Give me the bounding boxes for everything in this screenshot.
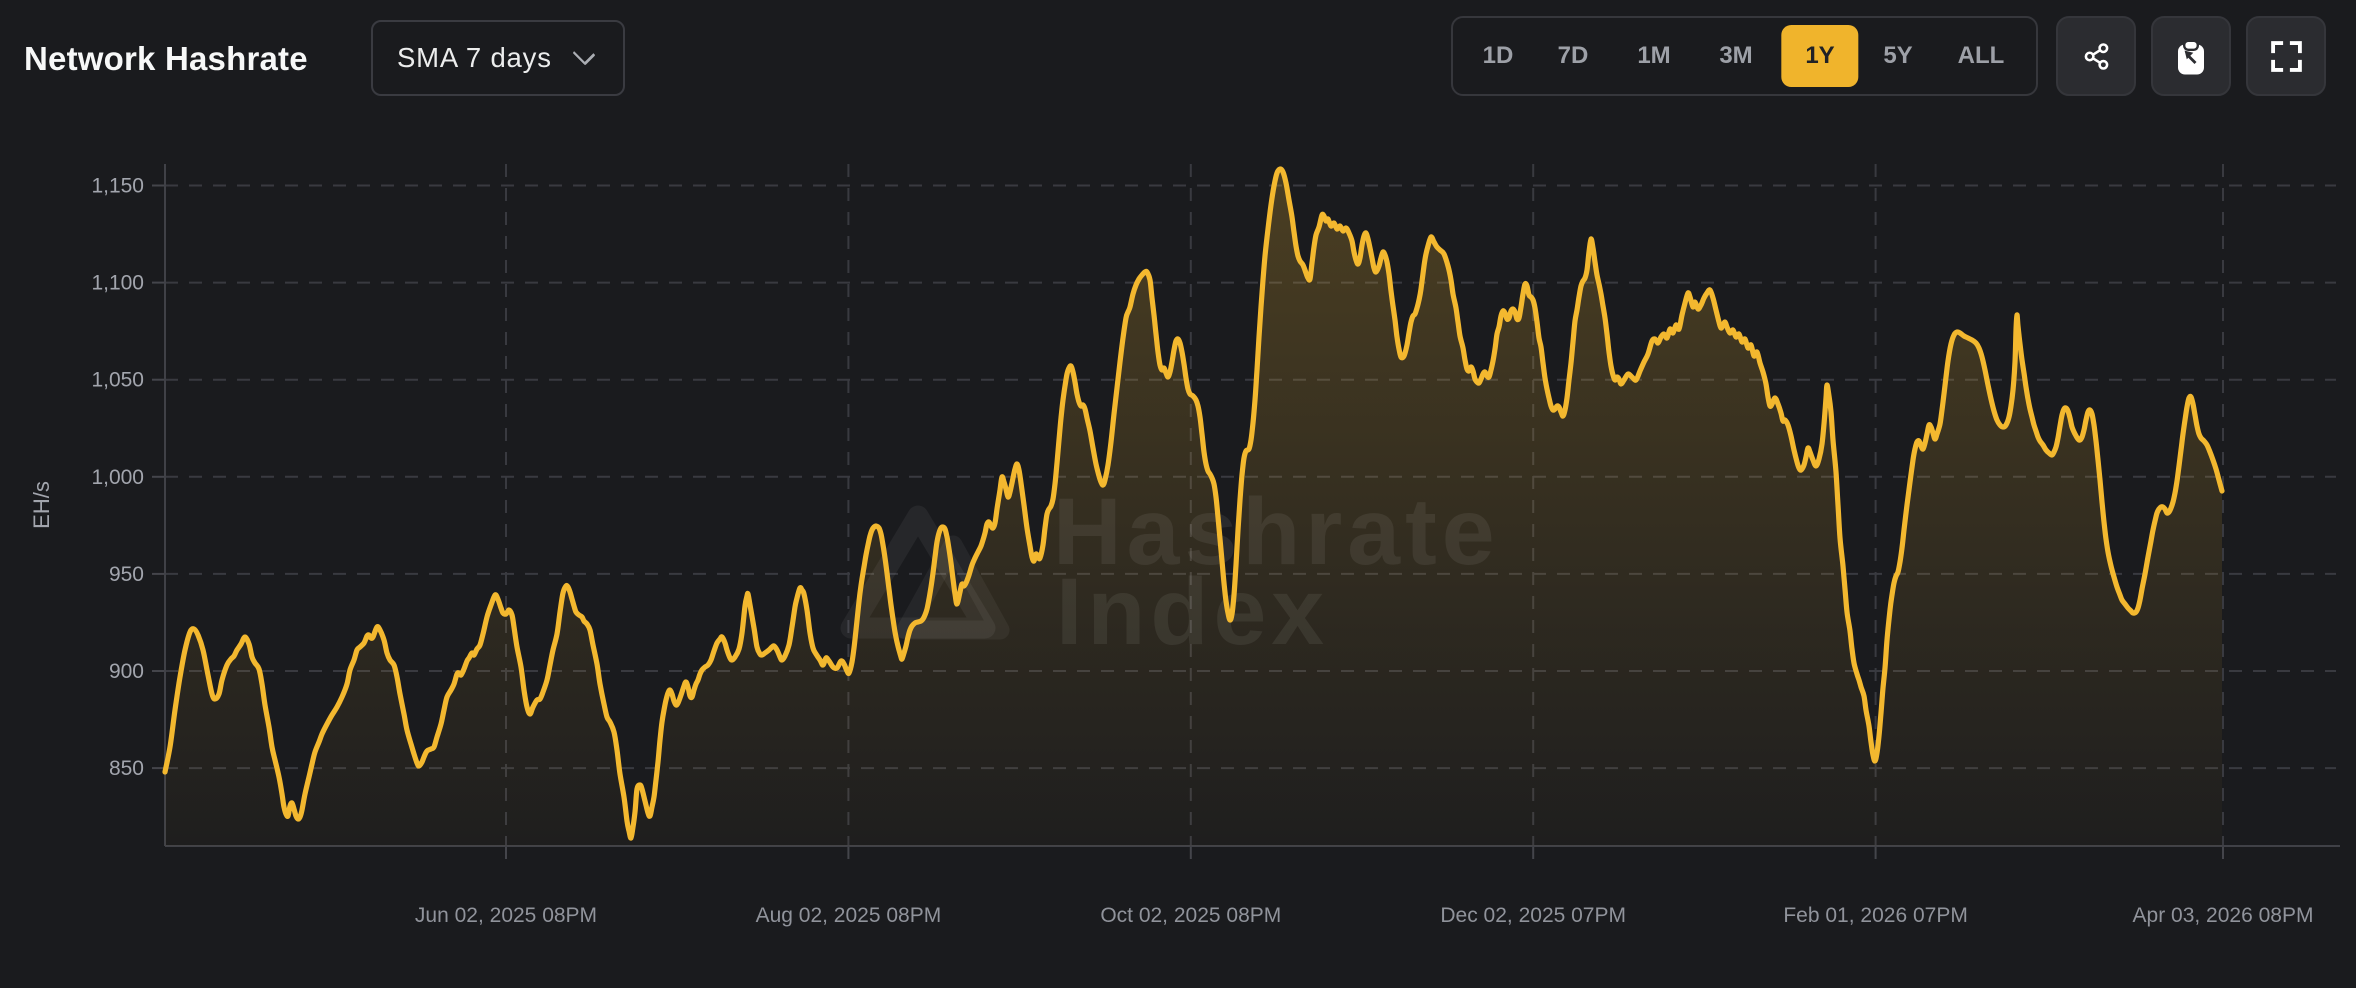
svg-text:Oct 02, 2025 08PM: Oct 02, 2025 08PM — [1100, 904, 1281, 927]
svg-text:EH/s: EH/s — [29, 481, 54, 529]
svg-text:Apr 03, 2026 08PM: Apr 03, 2026 08PM — [2133, 904, 2314, 927]
svg-text:1,000: 1,000 — [91, 466, 144, 489]
svg-text:Dec 02, 2025 07PM: Dec 02, 2025 07PM — [1440, 904, 1626, 927]
svg-text:Hashrate: Hashrate — [1053, 479, 1500, 585]
svg-text:Index: Index — [1056, 559, 1329, 665]
svg-text:Aug 02, 2025 08PM: Aug 02, 2025 08PM — [756, 904, 942, 927]
svg-text:Jun 02, 2025 08PM: Jun 02, 2025 08PM — [415, 904, 597, 927]
svg-text:Feb 01, 2026 07PM: Feb 01, 2026 07PM — [1783, 904, 1967, 927]
svg-text:850: 850 — [109, 757, 144, 780]
svg-text:1,150: 1,150 — [91, 175, 144, 198]
svg-text:1,100: 1,100 — [91, 272, 144, 295]
svg-text:1,050: 1,050 — [91, 369, 144, 392]
svg-text:900: 900 — [109, 660, 144, 683]
svg-text:950: 950 — [109, 563, 144, 586]
